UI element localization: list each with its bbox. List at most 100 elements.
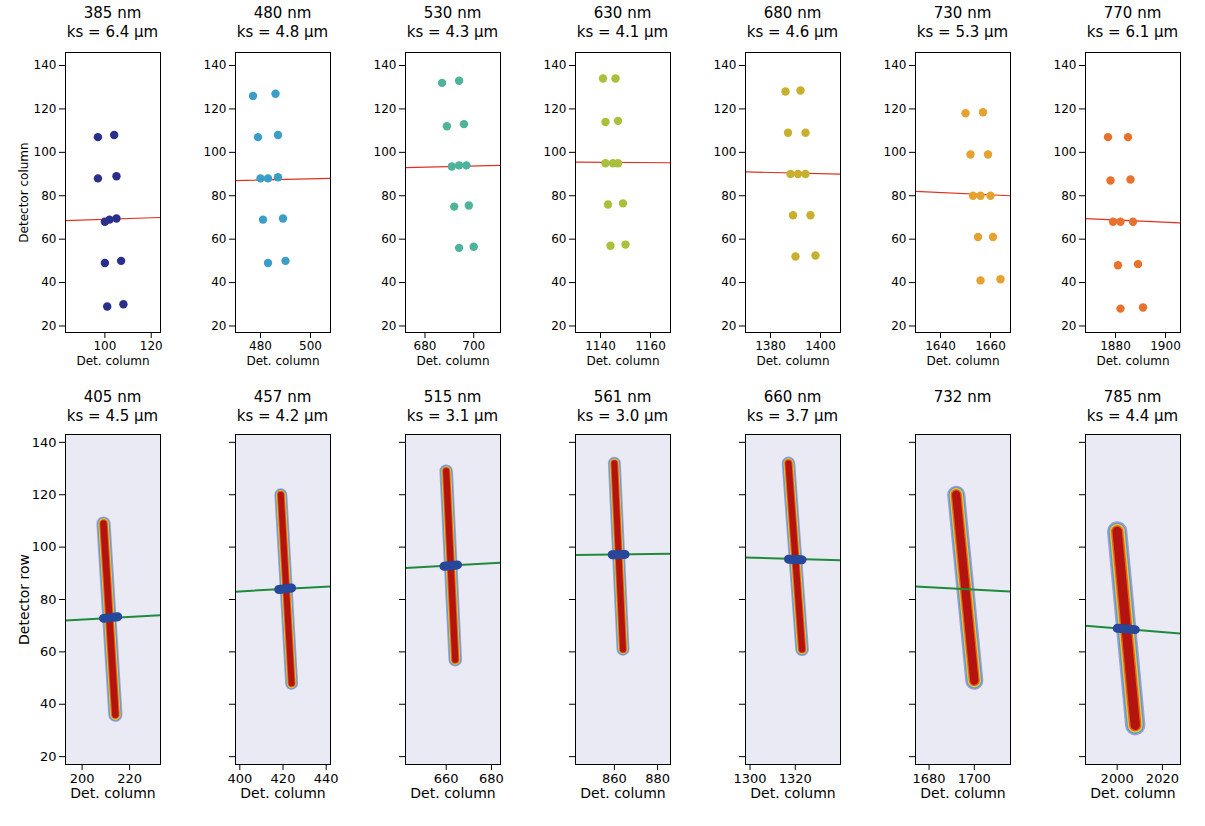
svg-text:Det. column: Det. column <box>410 785 495 801</box>
svg-text:700: 700 <box>462 339 485 353</box>
svg-text:120: 120 <box>374 102 397 116</box>
svg-text:80: 80 <box>40 592 57 607</box>
svg-text:40: 40 <box>1061 275 1076 289</box>
svg-text:500: 500 <box>299 339 322 353</box>
svg-text:140: 140 <box>544 58 567 72</box>
svg-text:120: 120 <box>32 487 57 502</box>
svg-text:400: 400 <box>227 771 252 786</box>
svg-text:Det. column: Det. column <box>1096 354 1169 368</box>
svg-text:Det. column: Det. column <box>416 354 489 368</box>
svg-text:Det. column: Det. column <box>586 354 659 368</box>
svg-text:40: 40 <box>551 275 566 289</box>
svg-text:660: 660 <box>434 771 459 786</box>
svg-text:120: 120 <box>544 102 567 116</box>
svg-text:Det. column: Det. column <box>920 785 1005 801</box>
svg-text:60: 60 <box>1061 232 1076 246</box>
svg-text:1700: 1700 <box>958 771 991 786</box>
svg-text:1880: 1880 <box>1100 339 1131 353</box>
svg-text:860: 860 <box>602 771 627 786</box>
svg-text:100: 100 <box>32 539 57 554</box>
svg-text:100: 100 <box>93 339 116 353</box>
svg-text:140: 140 <box>1054 58 1077 72</box>
svg-text:100: 100 <box>884 145 907 159</box>
svg-text:680: 680 <box>414 339 437 353</box>
svg-text:60: 60 <box>211 232 226 246</box>
svg-text:420: 420 <box>271 771 296 786</box>
svg-text:Det. column: Det. column <box>926 354 999 368</box>
svg-text:120: 120 <box>714 102 737 116</box>
svg-text:140: 140 <box>374 58 397 72</box>
svg-text:Det. column: Det. column <box>246 354 319 368</box>
svg-text:140: 140 <box>714 58 737 72</box>
svg-text:20: 20 <box>551 319 566 333</box>
svg-text:1160: 1160 <box>635 339 666 353</box>
svg-text:60: 60 <box>40 644 57 659</box>
svg-text:1400: 1400 <box>805 339 836 353</box>
svg-text:1320: 1320 <box>779 771 812 786</box>
svg-text:20: 20 <box>41 319 56 333</box>
svg-text:100: 100 <box>374 145 397 159</box>
svg-text:60: 60 <box>891 232 906 246</box>
svg-text:Det. column: Det. column <box>1090 785 1175 801</box>
svg-text:480: 480 <box>249 339 272 353</box>
svg-text:200: 200 <box>70 771 95 786</box>
svg-text:1680: 1680 <box>913 771 946 786</box>
svg-text:80: 80 <box>41 189 56 203</box>
svg-text:40: 40 <box>891 275 906 289</box>
svg-text:1900: 1900 <box>1150 339 1181 353</box>
svg-text:80: 80 <box>551 189 566 203</box>
svg-text:Det. column: Det. column <box>76 354 149 368</box>
svg-text:100: 100 <box>34 145 57 159</box>
svg-text:1140: 1140 <box>585 339 616 353</box>
svg-text:120: 120 <box>884 102 907 116</box>
svg-text:440: 440 <box>314 771 339 786</box>
svg-text:60: 60 <box>551 232 566 246</box>
svg-text:20: 20 <box>1061 319 1076 333</box>
svg-text:40: 40 <box>40 696 57 711</box>
svg-text:140: 140 <box>32 435 57 450</box>
svg-text:100: 100 <box>544 145 567 159</box>
svg-text:60: 60 <box>41 232 56 246</box>
svg-text:20: 20 <box>211 319 226 333</box>
svg-text:1300: 1300 <box>733 771 766 786</box>
svg-text:100: 100 <box>1054 145 1077 159</box>
svg-text:60: 60 <box>721 232 736 246</box>
svg-text:20: 20 <box>721 319 736 333</box>
svg-text:40: 40 <box>211 275 226 289</box>
svg-text:60: 60 <box>381 232 396 246</box>
svg-text:120: 120 <box>34 102 57 116</box>
svg-text:120: 120 <box>204 102 227 116</box>
svg-text:140: 140 <box>204 58 227 72</box>
svg-text:80: 80 <box>721 189 736 203</box>
svg-text:120: 120 <box>1054 102 1077 116</box>
svg-text:880: 880 <box>645 771 670 786</box>
svg-text:Det. column: Det. column <box>70 785 155 801</box>
svg-text:20: 20 <box>891 319 906 333</box>
svg-text:100: 100 <box>204 145 227 159</box>
svg-text:1380: 1380 <box>755 339 786 353</box>
svg-text:Detector column: Detector column <box>17 142 31 242</box>
svg-text:Det. column: Det. column <box>750 785 835 801</box>
svg-text:20: 20 <box>40 749 57 764</box>
svg-text:1640: 1640 <box>925 339 956 353</box>
svg-text:680: 680 <box>479 771 504 786</box>
svg-text:120: 120 <box>140 339 163 353</box>
svg-text:40: 40 <box>381 275 396 289</box>
svg-text:140: 140 <box>34 58 57 72</box>
svg-text:2020: 2020 <box>1146 771 1179 786</box>
svg-text:220: 220 <box>117 771 142 786</box>
svg-text:80: 80 <box>211 189 226 203</box>
svg-text:80: 80 <box>381 189 396 203</box>
svg-text:Detector row: Detector row <box>16 554 32 645</box>
svg-text:Det. column: Det. column <box>240 785 325 801</box>
svg-text:40: 40 <box>41 275 56 289</box>
svg-text:20: 20 <box>381 319 396 333</box>
svg-text:Det. column: Det. column <box>580 785 665 801</box>
svg-text:100: 100 <box>714 145 737 159</box>
svg-text:Det. column: Det. column <box>756 354 829 368</box>
svg-text:80: 80 <box>1061 189 1076 203</box>
svg-text:1660: 1660 <box>975 339 1006 353</box>
svg-text:80: 80 <box>891 189 906 203</box>
svg-text:40: 40 <box>721 275 736 289</box>
svg-text:2000: 2000 <box>1101 771 1134 786</box>
